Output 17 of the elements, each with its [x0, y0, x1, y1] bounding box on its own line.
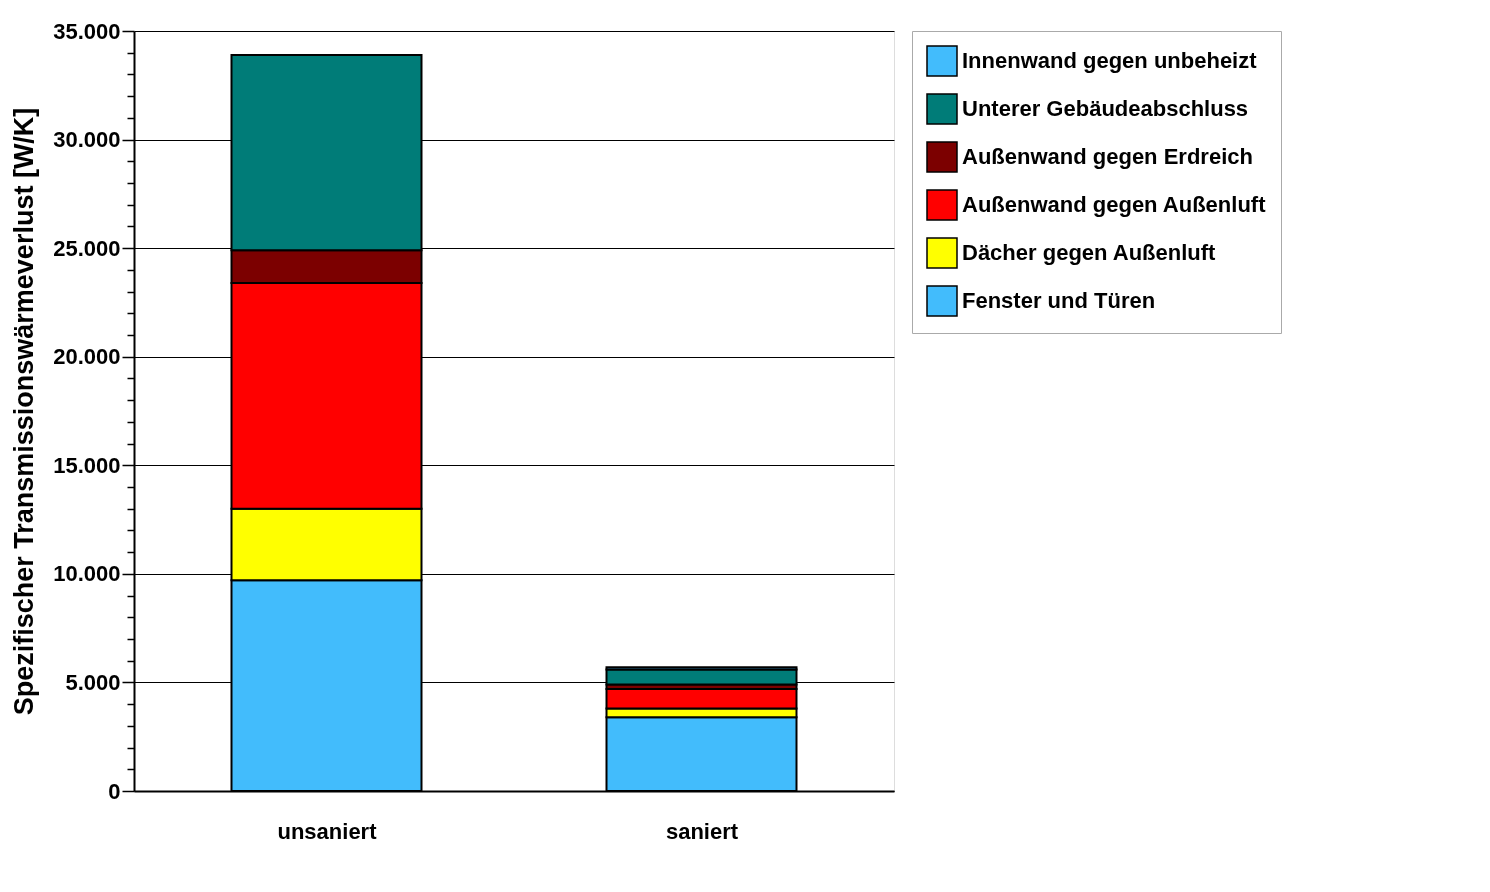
y-tick-label: 5.000	[65, 669, 121, 695]
legend-label: Fenster und Türen	[962, 288, 1156, 313]
legend-label: Außenwand gegen Erdreich	[962, 144, 1253, 169]
legend-label: Innenwand gegen unbeheizt	[962, 48, 1258, 73]
y-tick-label: 0	[108, 778, 121, 804]
y-tick-label: 10.000	[53, 561, 121, 587]
y-tick-label: 30.000	[53, 127, 121, 153]
x-tick-label: unsaniert	[277, 818, 378, 844]
y-tick-label: 20.000	[53, 344, 121, 370]
legend-label: Dächer gegen Außenluft	[962, 240, 1217, 265]
legend-label: Unterer Gebäudeabschluss	[962, 96, 1249, 121]
legend-label: Außenwand gegen Außenluft	[962, 192, 1267, 217]
y-tick-label: 25.000	[53, 235, 121, 261]
y-tick-label: 15.000	[53, 452, 121, 478]
y-axis-title: Spezifischer Transmissionswärmeverlust [W/K]	[9, 107, 40, 716]
y-tick-label: 35.000	[53, 18, 121, 44]
x-tick-label: saniert	[665, 818, 739, 844]
